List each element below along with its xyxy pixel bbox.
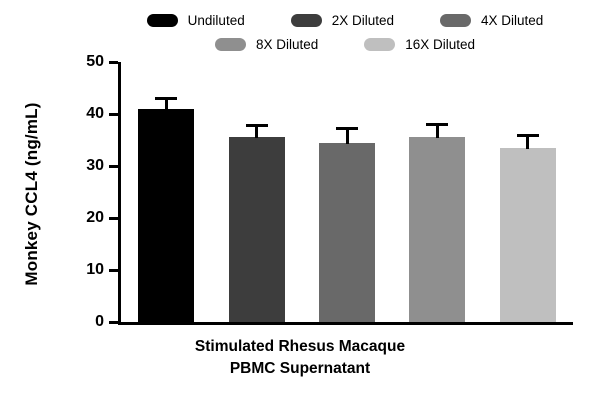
bar-16x-diluted bbox=[499, 147, 556, 322]
legend-swatch-2x-diluted bbox=[290, 14, 322, 27]
legend-item-undiluted: Undiluted bbox=[146, 13, 245, 28]
plot-area: 0 10 20 30 40 50 bbox=[86, 54, 573, 330]
x-axis-title-line2: PBMC Supernatant bbox=[229, 360, 371, 377]
legend-swatch-16x-diluted bbox=[364, 38, 396, 51]
error-bar-stem-undiluted bbox=[164, 96, 168, 110]
error-bar-stem-2x-diluted bbox=[255, 124, 259, 139]
y-tick-mark-50 bbox=[109, 60, 118, 64]
y-tick-label-40: 40 bbox=[86, 105, 104, 122]
y-tick-label-10: 10 bbox=[86, 261, 104, 278]
error-bar-cap-16x-diluted bbox=[516, 133, 539, 137]
x-axis-title: Stimulated Rhesus Macaque PBMC Supernata… bbox=[0, 336, 600, 380]
y-tick-label-30: 30 bbox=[86, 157, 104, 174]
bar-undiluted bbox=[138, 108, 195, 322]
legend-row-2: 8X Diluted 16X Diluted bbox=[214, 37, 475, 52]
legend-label-undiluted: Undiluted bbox=[187, 13, 245, 28]
legend-row-1: Undiluted 2X Diluted 4X Diluted bbox=[146, 13, 543, 28]
legend-label-16x-diluted: 16X Diluted bbox=[405, 37, 476, 52]
chart-legend: Undiluted 2X Diluted 4X Diluted 8X Diluted 1… bbox=[112, 13, 578, 52]
y-tick-label-20: 20 bbox=[86, 209, 104, 226]
error-bar-cap-4x-diluted bbox=[336, 127, 358, 130]
error-bar-cap-8x-diluted bbox=[426, 122, 449, 126]
legend-label-2x-diluted: 2X Diluted bbox=[331, 13, 395, 28]
legend-swatch-4x-diluted bbox=[440, 14, 472, 27]
error-bar-stem-8x-diluted bbox=[435, 122, 439, 139]
legend-item-4x-diluted: 4X Diluted bbox=[440, 13, 543, 28]
legend-item-2x-diluted: 2X Diluted bbox=[290, 13, 395, 28]
y-tick-mark-30 bbox=[109, 164, 118, 168]
legend-item-8x-diluted: 8X Diluted bbox=[214, 37, 319, 52]
error-bar-stem-16x-diluted bbox=[526, 133, 530, 149]
legend-label-4x-diluted: 4X Diluted bbox=[481, 13, 544, 28]
legend-swatch-undiluted bbox=[146, 14, 178, 27]
error-bar-stem-4x-diluted bbox=[345, 127, 349, 144]
y-tick-mark-40 bbox=[109, 112, 118, 116]
y-axis-title: Monkey CCL4 (ng/mL) bbox=[22, 102, 41, 286]
y-tick-mark-20 bbox=[109, 216, 118, 220]
legend-label-8x-diluted: 8X Diluted bbox=[255, 37, 319, 52]
bar-2x-diluted bbox=[228, 137, 285, 322]
legend-item-16x-diluted: 16X Diluted bbox=[364, 37, 475, 52]
error-bar-cap-undiluted bbox=[155, 96, 178, 100]
y-tick-label-0: 0 bbox=[95, 313, 104, 330]
bar-4x-diluted bbox=[319, 142, 375, 322]
y-tick-label-50: 50 bbox=[86, 53, 104, 70]
y-tick-mark-10 bbox=[109, 268, 118, 272]
y-tick-mark-0 bbox=[109, 320, 118, 324]
x-axis-title-line1: Stimulated Rhesus Macaque bbox=[194, 338, 406, 355]
error-bar-cap-2x-diluted bbox=[245, 124, 268, 128]
bar-8x-diluted bbox=[409, 137, 466, 322]
legend-swatch-8x-diluted bbox=[214, 38, 246, 51]
